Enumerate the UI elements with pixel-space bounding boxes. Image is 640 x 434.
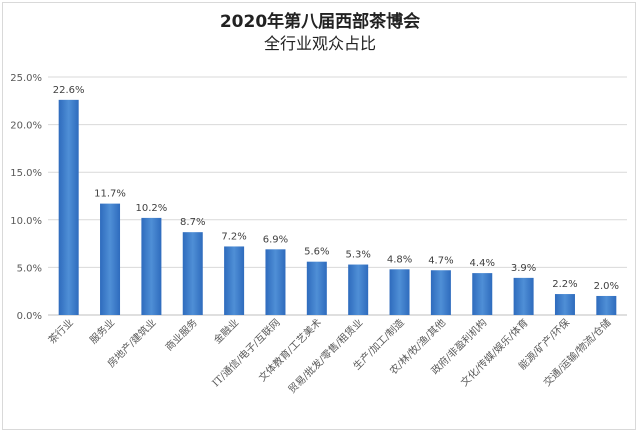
bar: [100, 203, 121, 315]
data-label: 4.4%: [470, 258, 495, 269]
data-label: 2.0%: [594, 281, 619, 292]
x-tick-label: 金融业: [211, 316, 241, 346]
y-tick-label: 10.0%: [10, 216, 42, 227]
chart-title: 2020年第八届西部茶博会: [220, 11, 420, 32]
y-tick-label: 5.0%: [17, 263, 42, 274]
data-label: 6.9%: [263, 234, 288, 245]
x-tick-label: 文化/传媒/娱乐/体育: [458, 316, 531, 389]
data-labels: 22.6% 11.7% 10.2% 8.7% 7.2% 6.9% 5.6% 5.3% 4.8% 4…: [53, 85, 619, 292]
bar: [182, 232, 203, 315]
data-label: 4.7%: [428, 255, 453, 266]
data-label: 4.8%: [387, 254, 412, 265]
data-label: 5.6%: [304, 247, 329, 258]
bar: [306, 261, 327, 315]
x-tick-label: 服务业: [87, 316, 117, 346]
chart-subtitle: 全行业观众占比: [264, 34, 376, 53]
chart-frame: 2020年第八届西部茶博会 全行业观众占比 0.0% 5.0% 10.0% 15.0%…: [2, 2, 636, 430]
x-tick-label: 商业服务: [162, 316, 199, 353]
data-label: 7.2%: [221, 231, 246, 242]
x-tick-label: 贸易/批发/零售/租赁业: [285, 316, 365, 396]
data-label: 2.2%: [552, 279, 577, 290]
bar: [141, 217, 162, 315]
bar: [513, 277, 534, 315]
bar: [554, 294, 575, 315]
x-tick-label: 交通/运输/物流/仓储: [541, 316, 614, 389]
bar-chart: 2020年第八届西部茶博会 全行业观众占比 0.0% 5.0% 10.0% 15.0%…: [10, 11, 627, 396]
data-label: 8.7%: [180, 217, 205, 228]
bar: [389, 269, 410, 315]
bar: [265, 249, 286, 315]
y-tick-label: 0.0%: [17, 311, 42, 322]
bar: [224, 246, 245, 315]
y-tick-label: 15.0%: [10, 168, 42, 179]
gridlines: [48, 76, 627, 316]
data-label: 5.3%: [345, 250, 370, 261]
y-axis-ticks: 0.0% 5.0% 10.0% 15.0% 20.0% 25.0%: [10, 73, 42, 322]
data-label: 22.6%: [53, 85, 85, 96]
x-tick-label: IT/通信/电子/互联网: [209, 316, 282, 389]
data-label: 3.9%: [511, 263, 536, 274]
bar-series: [58, 99, 617, 316]
bar: [430, 270, 451, 315]
y-tick-label: 25.0%: [10, 73, 42, 84]
bar: [58, 99, 79, 316]
data-label: 10.2%: [136, 203, 168, 214]
y-tick-label: 20.0%: [10, 121, 42, 132]
x-tick-label: 茶行业: [45, 316, 75, 346]
bar: [348, 264, 369, 315]
bar: [596, 295, 617, 315]
data-label: 11.7%: [94, 189, 126, 200]
bar: [472, 273, 493, 315]
